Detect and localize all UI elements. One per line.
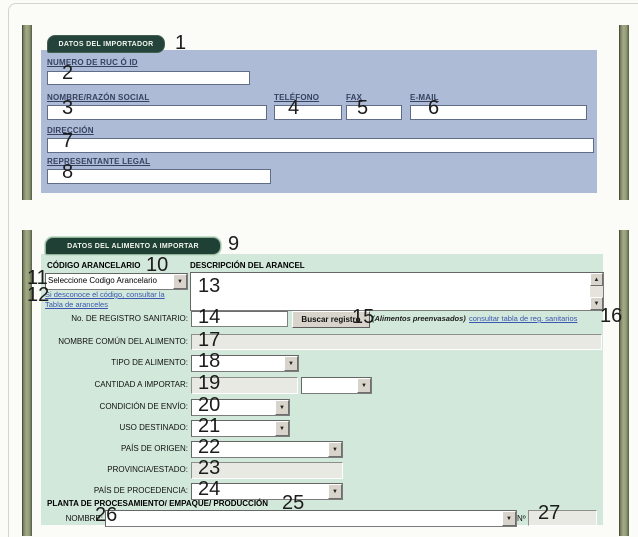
- fax-label: FAX: [346, 93, 363, 102]
- pais-procedencia-label: PAÍS DE PROCEDENCIA:: [93, 486, 188, 495]
- email-label: E-MAIL: [410, 93, 439, 102]
- condicion-envio-select[interactable]: ▼: [191, 399, 290, 416]
- side-bar-left-bottom: [22, 230, 32, 536]
- codigo-arancelario-select[interactable]: Seleccione Codigo Arancelario ▼: [45, 273, 188, 290]
- chevron-down-icon[interactable]: ▼: [357, 378, 371, 393]
- codigo-arancelario-label: CÓDIGO ARANCELARIO: [47, 261, 141, 270]
- chevron-down-icon[interactable]: ▼: [284, 356, 298, 371]
- annotation-11: 11: [27, 267, 48, 289]
- annotation-20: 20: [198, 394, 221, 416]
- annotation-21: 21: [198, 415, 221, 437]
- nombre-comun-input[interactable]: [191, 334, 602, 350]
- telefono-input[interactable]: [274, 105, 342, 120]
- registro-sanitario-input[interactable]: [191, 311, 288, 327]
- tabla-aranceles-link-line2[interactable]: Tabla de aranceles: [45, 300, 108, 309]
- food-section-tab: DATOS DEL ALIMENTO A IMPORTAR: [45, 237, 221, 255]
- representante-label: REPRESENTANTE LEGAL: [47, 157, 151, 166]
- annotation-19: 19: [198, 372, 221, 394]
- representante-input[interactable]: [47, 169, 271, 184]
- side-bar-right-bottom: [619, 230, 629, 536]
- annotation-22: 22: [198, 436, 221, 458]
- annotation-24: 24: [198, 478, 221, 500]
- tipo-alimento-label: TIPO DE ALIMENTO:: [111, 358, 188, 367]
- email-input[interactable]: [410, 105, 587, 120]
- annotation-12: 12: [27, 284, 50, 306]
- codigo-arancelario-select-value: Seleccione Codigo Arancelario: [48, 276, 157, 285]
- tipo-alimento-select[interactable]: ▼: [191, 355, 299, 372]
- annotation-8: 8: [62, 161, 74, 183]
- annotation-9: 9: [228, 233, 240, 255]
- annotation-6: 6: [428, 97, 440, 119]
- condicion-envio-label: CONDICIÓN DE ENVÍO:: [99, 402, 188, 411]
- annotation-14: 14: [198, 306, 221, 328]
- annotation-17: 17: [198, 329, 221, 351]
- importer-section-title: DATOS DEL IMPORTADOR: [58, 40, 154, 48]
- chevron-down-icon[interactable]: ▼: [328, 442, 342, 457]
- pais-procedencia-select[interactable]: ▼: [191, 483, 343, 500]
- side-bar-left-top: [22, 25, 32, 200]
- cantidad-unidad-select[interactable]: ▼: [301, 377, 372, 394]
- tabla-aranceles-link-line1[interactable]: Si desconoce el código, consultar la: [45, 290, 165, 299]
- pais-origen-label: PAÍS DE ORIGEN:: [121, 444, 188, 453]
- ruc-input[interactable]: [47, 71, 250, 85]
- direccion-input[interactable]: [47, 138, 594, 153]
- nombre-razon-input[interactable]: [47, 105, 267, 120]
- annotation-1: 1: [175, 32, 187, 54]
- annotation-4: 4: [288, 97, 300, 119]
- nombre-comun-label: NOMBRE COMÚN DEL ALIMENTO:: [58, 337, 188, 346]
- annotation-10: 10: [146, 254, 169, 276]
- pais-origen-select[interactable]: ▼: [191, 441, 343, 458]
- textarea-scrollbar[interactable]: ▲ ▼: [590, 273, 603, 310]
- provincia-estado-input[interactable]: [191, 462, 343, 479]
- telefono-label: TELÉFONO: [274, 93, 320, 102]
- chevron-down-icon[interactable]: ▼: [275, 400, 289, 415]
- chevron-down-icon[interactable]: ▼: [275, 421, 289, 436]
- annotation-15: 15: [352, 306, 375, 328]
- ruc-label: NUMERO DE RUC Ó ID: [47, 58, 138, 67]
- registro-sanitario-label: No. DE REGISTRO SANITARIO:: [71, 314, 188, 323]
- annotation-2: 2: [62, 62, 74, 84]
- annotation-3: 3: [62, 97, 74, 119]
- annotation-23: 23: [198, 457, 221, 479]
- scroll-up-icon[interactable]: ▲: [590, 273, 603, 286]
- buscar-registro-button[interactable]: Buscar registro: [292, 311, 370, 328]
- descripcion-arancel-textarea[interactable]: ▲ ▼: [190, 272, 604, 311]
- annotation-25: 25: [282, 492, 305, 514]
- uso-destinado-select[interactable]: ▼: [191, 420, 290, 437]
- annotation-26: 26: [95, 504, 118, 526]
- annotation-18: 18: [198, 350, 221, 372]
- chevron-down-icon[interactable]: ▼: [502, 511, 516, 526]
- annotation-16: 16: [600, 305, 623, 327]
- planta-nombre-select[interactable]: ▼: [105, 510, 517, 527]
- annotation-5: 5: [357, 97, 369, 119]
- planta-numero-input[interactable]: [528, 510, 597, 526]
- planta-procesamiento-label: PLANTA DE PROCESAMIENTO/ EMPAQUE/ PRODUC…: [47, 499, 269, 508]
- chevron-down-icon[interactable]: ▼: [173, 274, 187, 289]
- provincia-estado-label: PROVINCIA/ESTADO:: [107, 465, 188, 474]
- uso-destinado-label: USO DESTINADO:: [119, 423, 188, 432]
- annotation-13: 13: [198, 275, 221, 297]
- food-section-title: DATOS DEL ALIMENTO A IMPORTAR: [67, 242, 199, 250]
- annotation-7: 7: [62, 130, 74, 152]
- descripcion-arancel-label: DESCRIPCIÓN DEL ARANCEL: [190, 261, 305, 270]
- side-bar-right-top: [619, 25, 629, 200]
- planta-numero-label: Nº: [517, 514, 526, 523]
- scroll-down-icon[interactable]: ▼: [590, 297, 603, 310]
- chevron-down-icon[interactable]: ▼: [328, 484, 342, 499]
- annotation-27: 27: [538, 502, 561, 524]
- cantidad-label: CANTIDAD A IMPORTAR:: [94, 380, 189, 389]
- nombre-razon-label: NOMBRE/RAZÓN SOCIAL: [47, 93, 150, 102]
- registros-sanitarios-link[interactable]: consultar tabla de reg. sanitarios: [469, 314, 578, 323]
- direccion-label: DIRECCIÓN: [47, 126, 94, 135]
- planta-nombre-label: NOMBRE:: [65, 514, 103, 523]
- preenvasados-note: (Alimentos preenvasados): [372, 314, 466, 323]
- fax-input[interactable]: [346, 105, 402, 120]
- importer-section-tab: DATOS DEL IMPORTADOR: [47, 35, 165, 53]
- cantidad-input[interactable]: [191, 377, 298, 394]
